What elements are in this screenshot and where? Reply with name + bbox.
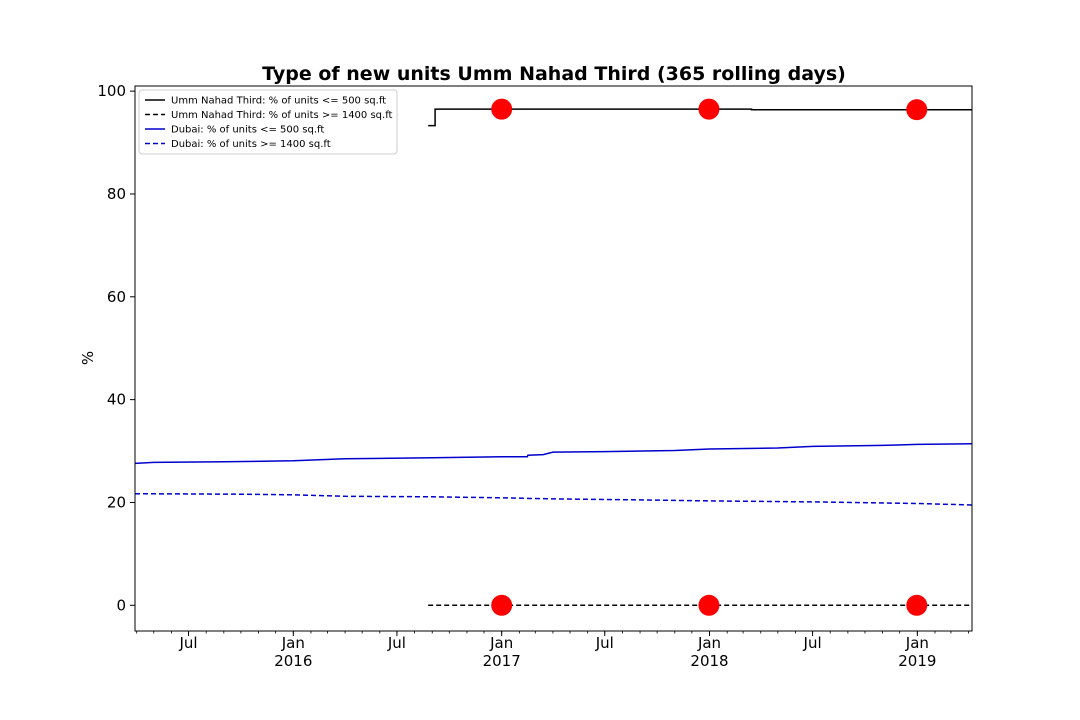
- x-tick-year-label-2: 2016: [274, 652, 312, 670]
- x-tick-year-label-6: 2018: [690, 652, 728, 670]
- x-tick-label-2: Jan: [281, 634, 305, 652]
- legend: Umm Nahad Third: % of units <= 500 sq.ft…: [138, 89, 398, 155]
- x-tick-year-label-8: 2019: [898, 652, 936, 670]
- marker-point-6: [906, 594, 928, 616]
- legend-box: [138, 89, 398, 155]
- legend-label-1: Umm Nahad Third: % of units <= 500 sq.ft: [171, 96, 386, 107]
- y-axis-label: %: [79, 351, 97, 365]
- x-tick-label-4: Jan: [489, 634, 513, 652]
- marker-point-2: [698, 98, 720, 120]
- x-tick-year-label-4: 2017: [483, 652, 521, 670]
- series-line-1: [428, 108, 972, 127]
- plot-area: [134, 98, 973, 616]
- legend-label-2: Umm Nahad Third: % of units >= 1400 sq.f…: [171, 110, 393, 121]
- x-tick-label-5: Jul: [595, 634, 614, 652]
- x-tick-label-7: Jul: [803, 634, 822, 652]
- y-tick-label-0: 0: [116, 596, 126, 614]
- legend-label-4: Dubai: % of units >= 1400 sq.ft: [171, 139, 331, 150]
- plot-frame: [134, 85, 973, 632]
- x-tick-label-1: Jul: [178, 634, 197, 652]
- marker-point-1: [491, 98, 513, 120]
- marker-point-4: [491, 594, 513, 616]
- y-tick-label-100: 100: [97, 82, 126, 100]
- x-tick-label-8: Jan: [905, 634, 929, 652]
- y-tick-label-40: 40: [107, 391, 126, 409]
- y-tick-label-80: 80: [107, 185, 126, 203]
- marker-point-3: [906, 99, 928, 121]
- y-tick-label-20: 20: [107, 493, 126, 511]
- y-tick-label-60: 60: [107, 288, 126, 306]
- x-tick-label-6: Jan: [697, 634, 721, 652]
- legend-label-3: Dubai: % of units <= 500 sq.ft: [171, 125, 324, 136]
- series-line-3: [134, 443, 973, 465]
- chart-title: Type of new units Umm Nahad Third (365 r…: [262, 63, 846, 85]
- x-tick-label-3: Jul: [387, 634, 406, 652]
- series-line-4: [134, 492, 973, 506]
- marker-point-5: [698, 594, 720, 616]
